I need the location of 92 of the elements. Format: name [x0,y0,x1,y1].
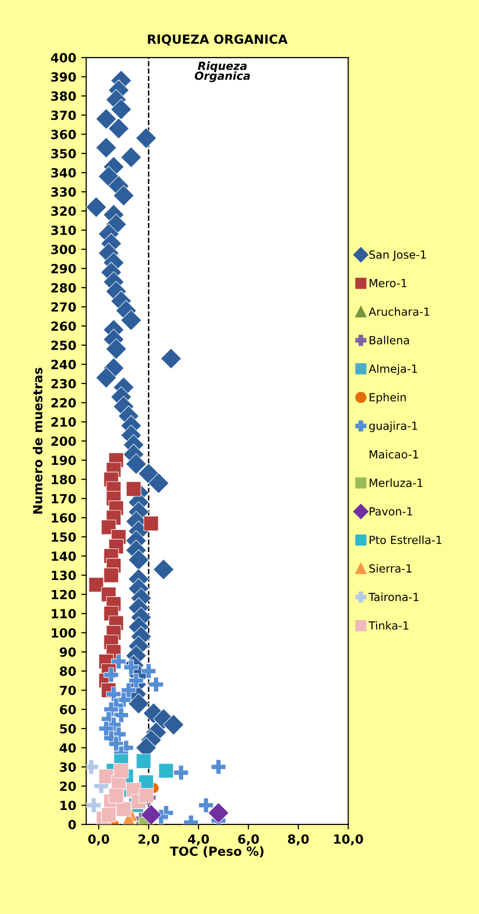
point [173,765,189,780]
point [128,673,144,688]
y-tick-label: 250 [51,340,76,350]
y-tick-label: 170 [52,494,76,504]
point [86,798,102,813]
y-tick-label: 390 [51,72,76,82]
y-tick-label: 130 [52,570,76,580]
point [114,763,129,778]
y-tick-label: 50 [60,724,76,734]
point [141,663,156,679]
y-tick-label: 210 [51,417,76,427]
x-tick-label: 0,0 [88,834,110,846]
point [208,802,230,824]
point [144,516,159,532]
y-tick-label: 230 [51,378,76,388]
point [114,708,129,723]
y-tick-label: 370 [51,110,76,120]
legend-label: Pto Estrella-1 [370,535,442,544]
y-tick-label: 290 [51,264,76,274]
y-tick-label: 70 [60,686,76,696]
y-tick-label: 10 [60,800,76,810]
y-tick-label: 100 [52,628,76,638]
y-tick-label: 260 [51,321,76,331]
y-tick-label: 310 [51,226,76,236]
point [108,736,124,752]
y-tick-label: 190 [52,456,76,466]
y-tick-label: 40 [60,743,76,753]
y-tick-label: 300 [51,244,76,254]
text: Maicao-1 [370,450,418,458]
legend-label: Sierra-1 [369,564,412,573]
x-tick-label: 6,0 [238,834,259,846]
legend-label: San Jose-1 [369,250,426,261]
legend-label: guajira-1 [369,421,418,432]
point [104,568,119,583]
x-tick-label: 2,0 [138,834,160,846]
legend-label: Pavon-1 [370,507,412,516]
point [124,660,139,675]
legend-label: Tairona-1 [368,592,418,602]
point [98,721,114,736]
y-tick-label: 270 [51,302,76,312]
y-tick-label: 360 [51,130,76,140]
y-tick-label: 140 [52,552,76,561]
annotation: Riqueza Organica [194,61,250,82]
y-tick-label: 30 [60,762,76,772]
y-tick-label: 150 [52,532,76,542]
chart-title: RIQUEZA ORGANICA [148,34,288,46]
x-tick-label: 8,0 [288,834,309,846]
x-tick-label: 10,0 [334,834,364,846]
point [111,654,126,670]
y-tick-label: 400 [50,53,76,63]
point [210,759,226,774]
y-axis-title: Numero de muestras [32,368,42,514]
point [121,682,136,698]
legend-label: Ephein [370,392,406,404]
y-tick-label: 280 [51,283,76,293]
point [148,676,164,692]
y-tick-label: 330 [51,187,76,197]
point [158,763,174,778]
y-tick-label: 160 [52,513,76,523]
point [106,686,122,702]
legend-label: Almeja-1 [368,364,417,376]
y-tick-label: 240 [51,360,76,370]
y-tick-label: 120 [52,590,76,600]
point [101,807,116,822]
y-tick-label: 380 [51,91,76,101]
legend-label: Ballena [370,336,409,344]
y-tick-label: 60 [60,704,76,714]
point [104,667,119,682]
y-tick-label: 80 [60,666,76,676]
y-tick-label: 90 [60,647,76,657]
y-tick-label: 200 [51,436,76,446]
x-axis-title: TOC (Peso %) [170,846,264,858]
y-tick-label: 320 [51,206,76,216]
point [108,788,124,804]
legend-label: Aruchara-1 [368,307,430,316]
y-tick-label: 0 [68,820,76,830]
y-tick-label: 110 [52,609,76,618]
y-tick-label: 180 [52,474,76,484]
y-tick-label: 350 [51,148,76,158]
point [116,802,132,817]
point [136,754,152,769]
point [126,481,142,496]
x-tick-label: 4,0 [188,834,209,846]
y-tick-label: 340 [51,168,76,178]
y-tick-label: 220 [51,398,76,408]
point [88,577,104,592]
point [198,798,214,813]
legend-label: Tinka-1 [368,621,408,630]
point [140,804,162,824]
legend-label: Mero-1 [370,279,406,288]
legend-label: Merluza-1 [370,478,422,488]
y-tick-label: 20 [60,782,76,792]
